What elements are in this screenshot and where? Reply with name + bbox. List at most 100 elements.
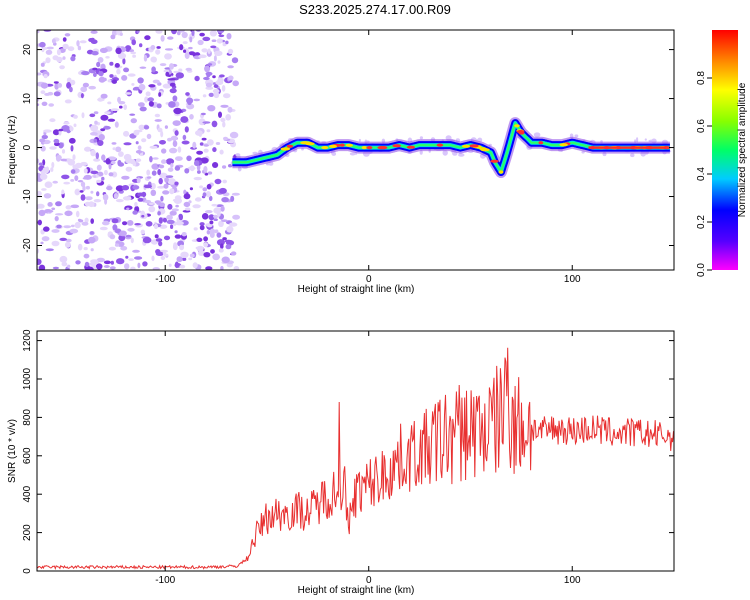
- noise-blob: [118, 151, 124, 157]
- noise-blob: [163, 253, 169, 257]
- ridge-peak: [392, 144, 402, 148]
- noise-blob: [183, 193, 191, 200]
- noise-blob: [69, 228, 79, 234]
- noise-blob: [184, 168, 190, 174]
- snr-frame: [36, 330, 675, 572]
- noise-blob: [164, 53, 172, 60]
- noise-blob: [179, 44, 184, 51]
- colorbar-axis: 0.0 0.2 0.4 0.6 0.8: [696, 71, 712, 277]
- ridge-peak: [321, 146, 329, 150]
- noise-blob: [164, 125, 168, 129]
- noise-blob: [54, 216, 59, 222]
- noise-blob: [125, 234, 132, 238]
- noise-blob: [168, 101, 176, 108]
- noise-blob: [135, 158, 142, 162]
- ridge-halo-blob: [235, 153, 241, 157]
- noise-blob: [201, 48, 208, 53]
- noise-blob: [89, 113, 96, 118]
- noise-blob: [176, 256, 183, 263]
- noise-blob: [209, 220, 214, 225]
- noise-blob: [138, 124, 145, 131]
- noise-blob: [141, 214, 145, 218]
- noise-blob: [75, 210, 80, 218]
- noise-blob: [160, 256, 166, 260]
- noise-blob: [62, 56, 66, 60]
- noise-blob: [129, 49, 134, 53]
- noise-blob: [43, 193, 52, 199]
- y-tick-label: 1000: [22, 367, 33, 390]
- noise-blob: [110, 108, 120, 112]
- noise-blob: [89, 231, 94, 235]
- noise-blob: [99, 47, 108, 54]
- noise-blob: [51, 207, 56, 211]
- noise-blob: [88, 236, 96, 244]
- y-tick-label: 800: [22, 409, 33, 426]
- x-tick-label: -100: [155, 575, 175, 586]
- ridge-peak: [377, 146, 386, 150]
- noise-blob: [110, 34, 116, 40]
- noise-blob: [126, 220, 134, 226]
- noise-blob: [202, 121, 211, 124]
- noise-blob: [174, 230, 178, 234]
- noise-blob: [220, 117, 226, 123]
- noise-blob: [121, 75, 128, 81]
- noise-blob: [173, 107, 182, 115]
- noise-blob: [90, 37, 95, 41]
- noise-blob: [97, 139, 104, 146]
- noise-blob: [84, 261, 90, 267]
- noise-blob: [79, 40, 87, 44]
- y-tick-label: 400: [22, 485, 33, 502]
- noise-blob: [130, 51, 137, 55]
- noise-blob: [202, 36, 211, 42]
- noise-blob: [197, 39, 204, 46]
- noise-blob: [151, 66, 156, 73]
- noise-blob: [101, 176, 105, 181]
- noise-blob: [111, 218, 119, 224]
- noise-blob: [156, 46, 161, 49]
- noise-blob: [167, 137, 172, 142]
- noise-blob: [60, 158, 68, 162]
- colorbar-tick-label: 0.6: [696, 119, 707, 133]
- noise-blob: [127, 73, 136, 77]
- spectrogram-y-axis: -20 -10 0 10 20: [22, 44, 674, 253]
- noise-blob: [132, 210, 138, 215]
- ridge-halo-blob: [644, 138, 647, 141]
- noise-blob: [167, 167, 174, 172]
- noise-blob: [213, 55, 217, 62]
- noise-blob: [90, 124, 99, 132]
- noise-blob: [211, 39, 217, 42]
- noise-blob: [88, 85, 96, 90]
- noise-blob: [174, 234, 182, 239]
- noise-blob: [90, 218, 94, 224]
- noise-blob: [186, 155, 192, 162]
- chart-title: S233.2025.274.17.00.R09: [299, 2, 451, 17]
- noise-blob: [158, 177, 163, 185]
- noise-blob: [100, 93, 108, 99]
- noise-blob: [52, 129, 60, 136]
- ridge-peak: [286, 144, 294, 148]
- noise-blob: [157, 211, 161, 216]
- noise-blob: [204, 65, 211, 73]
- noise-blob: [157, 82, 162, 86]
- noise-blob: [52, 180, 58, 184]
- noise-blob: [223, 93, 231, 99]
- noise-blob: [133, 129, 140, 136]
- noise-blob: [148, 84, 156, 88]
- noise-blob: [55, 155, 61, 162]
- noise-blob: [215, 142, 221, 145]
- noise-blob: [40, 62, 45, 67]
- snr-series-line: [37, 347, 674, 570]
- noise-blob: [167, 36, 174, 40]
- ridge-halo-blob: [358, 138, 361, 142]
- noise-blob: [228, 75, 234, 81]
- noise-blob: [80, 93, 84, 99]
- noise-blob: [195, 246, 200, 250]
- ridge-peak: [490, 159, 499, 163]
- noise-blob: [95, 263, 103, 270]
- noise-blob: [139, 43, 143, 48]
- noise-blob: [114, 243, 120, 247]
- noise-blob: [158, 92, 162, 97]
- noise-blob: [170, 224, 174, 229]
- noise-blob: [152, 267, 160, 270]
- noise-blob: [96, 164, 102, 171]
